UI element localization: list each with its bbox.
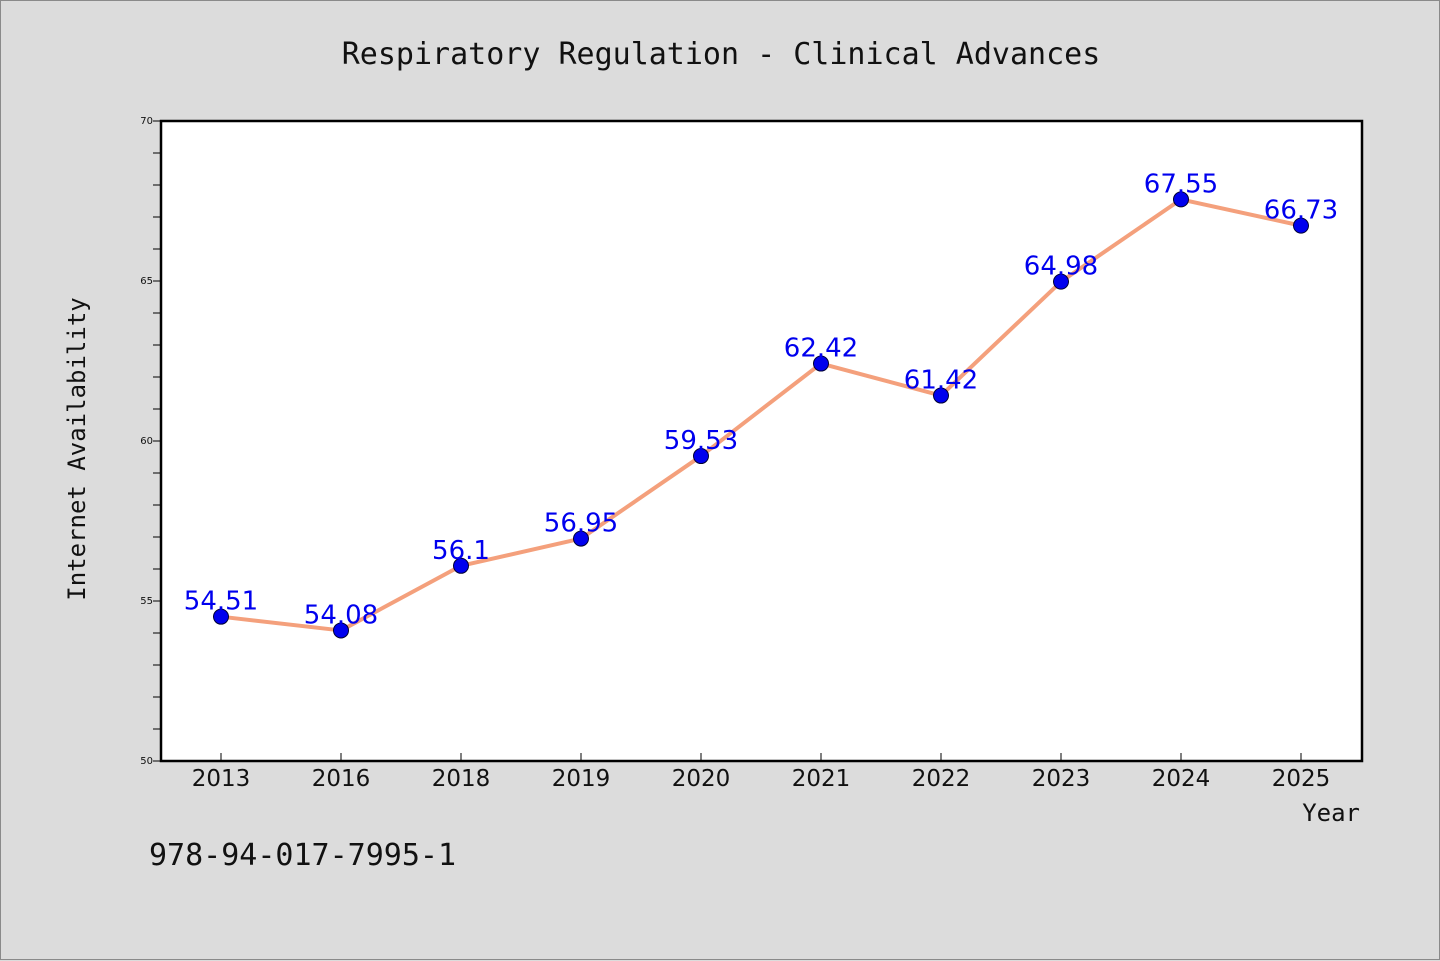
data-point <box>333 622 349 639</box>
data-point <box>1173 191 1189 208</box>
y-axis-label: Internet Availability <box>63 297 91 600</box>
y-tick-label: 65 <box>140 276 153 287</box>
data-label: 54.51 <box>184 587 258 617</box>
data-point <box>1053 273 1069 290</box>
data-label: 56.1 <box>432 536 490 566</box>
data-point <box>1293 217 1309 234</box>
data-label: 59.53 <box>664 426 738 456</box>
x-axis: 2013 2016 2018 2019 2020 2021 2022 2023 2024 2025 <box>192 753 1331 792</box>
y-tick-label: 60 <box>140 436 153 447</box>
data-point <box>813 355 829 372</box>
data-point <box>693 448 709 465</box>
data-point <box>453 557 469 574</box>
y-axis: 50 55 60 65 70 <box>140 116 161 767</box>
y-tick-label: 55 <box>140 596 153 607</box>
x-tick-label: 2022 <box>912 766 971 792</box>
data-label: 61.42 <box>904 366 978 396</box>
data-point <box>933 387 949 404</box>
x-tick-label: 2025 <box>1272 766 1331 792</box>
data-labels: 54.51 54.08 56.1 56.95 59.53 62.42 61.42 64.98 6… <box>184 169 1338 630</box>
x-tick-label: 2020 <box>672 766 731 792</box>
x-tick-label: 2023 <box>1032 766 1091 792</box>
footer-code: 978-94-017-7995-1 <box>149 838 456 873</box>
plot-area <box>159 119 1364 763</box>
y-tick-label: 50 <box>140 756 153 767</box>
y-tick-label: 70 <box>140 116 153 127</box>
x-axis-label: Year <box>1302 799 1360 827</box>
x-tick-label: 2013 <box>192 766 251 792</box>
data-label: 54.08 <box>304 600 378 630</box>
data-label: 66.73 <box>1264 196 1338 226</box>
data-label: 64.98 <box>1024 252 1098 282</box>
data-label: 67.55 <box>1144 169 1218 199</box>
data-label: 56.95 <box>544 509 618 539</box>
data-label: 62.42 <box>784 334 858 364</box>
series-line <box>219 197 1303 633</box>
chart-title: Respiratory Regulation - Clinical Advanc… <box>342 37 1101 72</box>
x-tick-label: 2016 <box>312 766 371 792</box>
data-point <box>573 530 589 547</box>
x-tick-label: 2021 <box>792 766 851 792</box>
x-tick-label: 2018 <box>432 766 491 792</box>
data-point <box>213 608 229 625</box>
x-tick-label: 2019 <box>552 766 611 792</box>
series-markers <box>213 191 1309 639</box>
x-tick-label: 2024 <box>1152 766 1211 792</box>
